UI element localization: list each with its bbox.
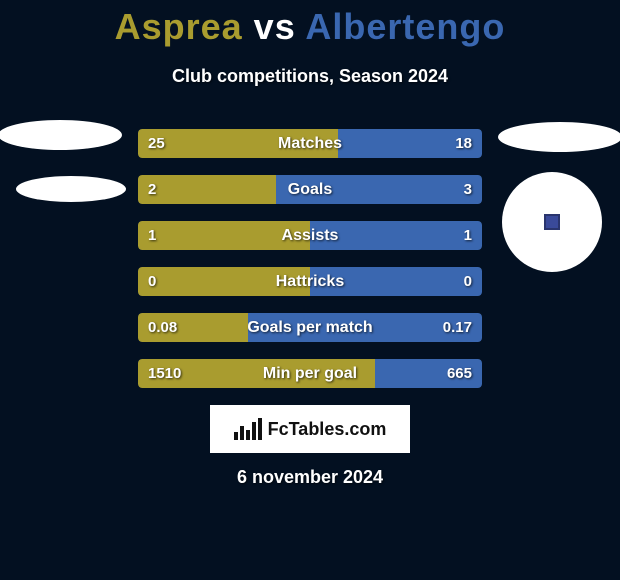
decor-ellipse-right-top	[498, 122, 620, 152]
stat-row: Goals per match0.08 0.17	[138, 313, 482, 342]
stat-value-left: 0.08	[148, 313, 177, 342]
stat-value-left: 2	[148, 175, 156, 204]
stat-row: Min per goal1510 665	[138, 359, 482, 388]
subtitle: Club competitions, Season 2024	[0, 66, 620, 87]
comparison-card: Asprea vs Albertengo Club competitions, …	[0, 0, 620, 488]
stats-bars: Matches25 18 Goals2 3 Assists1 1 Hattricks0 0 Go…	[138, 129, 482, 388]
stat-label: Assists	[138, 221, 482, 250]
stat-label: Goals per match	[138, 313, 482, 342]
player-left-name: Asprea	[115, 6, 243, 47]
stat-label: Min per goal	[138, 359, 482, 388]
stat-value-right: 0.17	[443, 313, 472, 342]
title-vs: vs	[254, 6, 296, 47]
player-right-name: Albertengo	[305, 6, 505, 47]
stat-label: Hattricks	[138, 267, 482, 296]
brand-logo-text: FcTables.com	[268, 419, 387, 440]
stat-row: Assists1 1	[138, 221, 482, 250]
page-title: Asprea vs Albertengo	[0, 0, 620, 48]
stat-row: Hattricks0 0	[138, 267, 482, 296]
stat-label: Goals	[138, 175, 482, 204]
decor-ellipse-left-top	[0, 120, 122, 150]
stat-value-left: 0	[148, 267, 156, 296]
stat-value-right: 0	[464, 267, 472, 296]
stat-value-right: 665	[447, 359, 472, 388]
stat-value-left: 1	[148, 221, 156, 250]
stat-value-right: 3	[464, 175, 472, 204]
stat-value-right: 18	[455, 129, 472, 158]
decor-ellipse-left-bottom	[16, 176, 126, 202]
bar-chart-icon	[234, 418, 262, 440]
decor-circle-right	[502, 172, 602, 272]
stat-value-left: 25	[148, 129, 165, 158]
brand-logo: FcTables.com	[210, 405, 410, 453]
stat-value-left: 1510	[148, 359, 181, 388]
decor-square-icon	[544, 214, 560, 230]
date-label: 6 november 2024	[0, 467, 620, 488]
stat-row: Matches25 18	[138, 129, 482, 158]
stat-value-right: 1	[464, 221, 472, 250]
stat-label: Matches	[138, 129, 482, 158]
stat-row: Goals2 3	[138, 175, 482, 204]
